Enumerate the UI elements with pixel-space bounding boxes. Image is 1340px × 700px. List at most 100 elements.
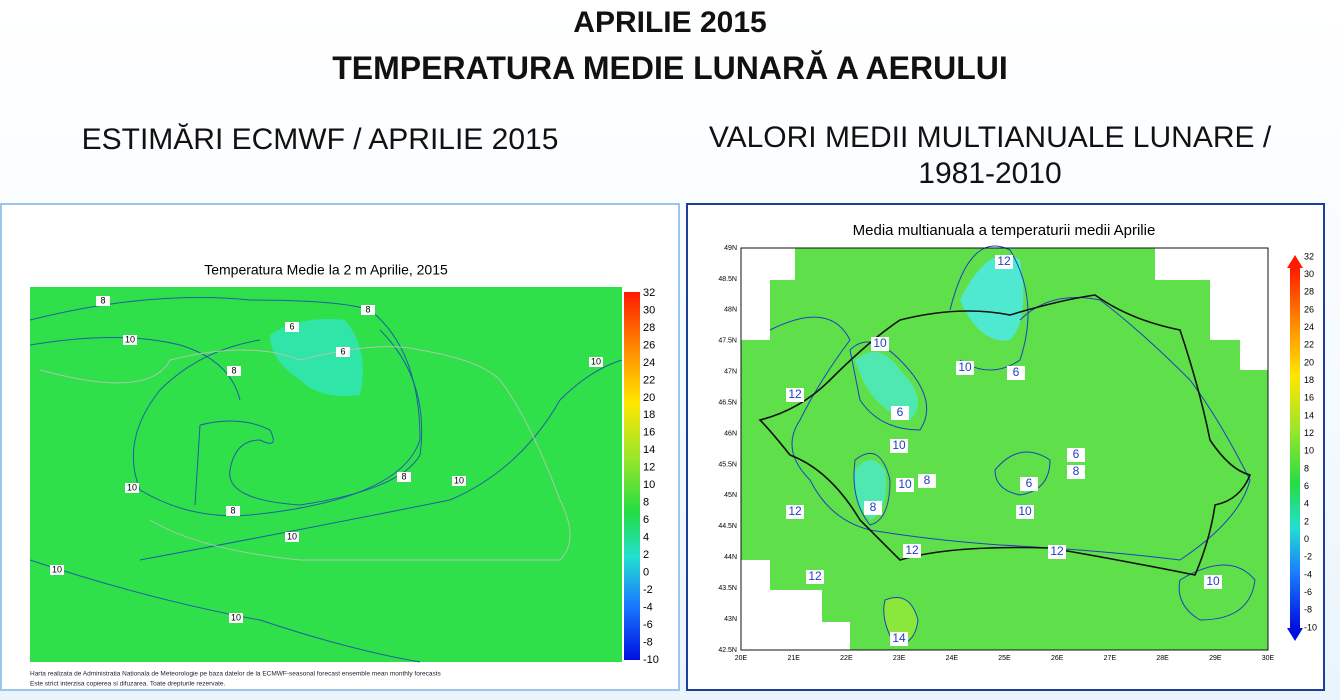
colorbar-label: 14	[643, 444, 655, 456]
contour-label: 10	[1206, 574, 1220, 588]
colorbar-label: 0	[643, 567, 649, 579]
label-bg	[918, 474, 936, 488]
contour-label: 8	[870, 500, 877, 514]
lat-label: 47.5N	[718, 338, 737, 345]
left-heading: ESTIMĂRI ECMWF / APRILIE 2015	[81, 123, 559, 156]
label-bg	[903, 544, 921, 558]
cold-area	[270, 319, 363, 396]
lon-label: 23E	[893, 655, 906, 662]
contour-label: 8	[1073, 464, 1080, 478]
footnote: Harta realizata de Administratia Nationa…	[30, 671, 442, 678]
footnote: Este strict interzisa copierea si difuza…	[30, 681, 226, 688]
lat-label: 43.5N	[718, 585, 737, 592]
lon-label: 21E	[787, 655, 800, 662]
colorbar-label: -6	[643, 619, 653, 631]
lat-label: 45.5N	[718, 461, 737, 468]
label-bg	[786, 505, 804, 519]
colorbar	[624, 292, 640, 660]
label-bg	[956, 361, 974, 375]
map-title: Media multianuala a temperaturii medii A…	[853, 222, 1156, 239]
label-bg	[589, 357, 603, 367]
label-bg	[871, 337, 889, 351]
colorbar-label: 16	[1304, 393, 1314, 403]
contour-label: 8	[924, 473, 931, 487]
colorbar-label: 10	[1304, 446, 1314, 456]
lon-label: 30E	[1262, 655, 1275, 662]
label-bg	[1007, 366, 1025, 380]
colorbar-label: 24	[1304, 322, 1314, 332]
lat-label: 47N	[724, 369, 737, 376]
colorbar-label: -8	[643, 636, 653, 648]
contour-label: 10	[231, 612, 241, 622]
contour-label: 10	[52, 564, 62, 574]
colorbar-label: -4	[643, 601, 653, 613]
contour-label: 10	[454, 475, 464, 485]
colorbar-label: -8	[1304, 605, 1312, 615]
label-bg	[1067, 465, 1085, 479]
colorbar	[1290, 268, 1300, 628]
colorbar-label: 28	[1304, 287, 1314, 297]
colorbar-label: 8	[643, 497, 649, 509]
contour-label: 8	[365, 304, 370, 314]
contour-label: 10	[892, 438, 906, 452]
colorbar-label: 32	[643, 287, 655, 299]
contour-label: 14	[892, 631, 906, 645]
map-title: Temperatura Medie la 2 m Aprilie, 2015	[204, 262, 448, 278]
contour-label: 8	[100, 295, 105, 305]
lon-label: 26E	[1051, 655, 1064, 662]
label-bg	[786, 388, 804, 402]
label-bg	[1016, 505, 1034, 519]
colorbar-label: 20	[1304, 357, 1314, 367]
contour-label: 12	[997, 254, 1011, 268]
heading-line: VALORI MEDII MULTIANUALE LUNARE /	[708, 121, 1272, 154]
colorbar-label: 32	[1304, 251, 1314, 261]
lat-label: 44.5N	[718, 523, 737, 530]
colorbar-label: 24	[643, 357, 655, 369]
label-bg	[890, 439, 908, 453]
colorbar-label: 6	[1304, 481, 1309, 491]
colorbar-label: -6	[1304, 587, 1312, 597]
contour-label: 10	[898, 477, 912, 491]
lat-label: 48.5N	[718, 276, 737, 283]
lat-label: 46N	[724, 430, 737, 437]
label-bg	[890, 632, 908, 646]
contour-label: 6	[1073, 447, 1080, 461]
colorbar-label: 2	[643, 549, 649, 561]
colorbar-label: 0	[1304, 534, 1309, 544]
label-bg	[1020, 477, 1038, 491]
colorbar-label: 26	[1304, 304, 1314, 314]
label-bg	[123, 335, 137, 345]
label-bg	[361, 305, 375, 315]
label-bg	[96, 296, 110, 306]
colorbar-label: -10	[643, 654, 659, 666]
contour-label: 10	[287, 531, 297, 541]
colorbar-label: 20	[643, 392, 655, 404]
colorbar-label: 18	[1304, 375, 1314, 385]
left-map: 32302826242220181614121086420-2-4-6-8-10…	[29, 262, 659, 688]
label-bg	[285, 532, 299, 542]
colorbar-label: 12	[643, 462, 655, 474]
contour-label: 12	[1050, 544, 1064, 558]
title-line: APRILIE 2015	[573, 6, 767, 39]
colorbar-label: -2	[643, 584, 653, 596]
contour-label: 10	[125, 334, 135, 344]
colorbar-label: -2	[1304, 552, 1312, 562]
colorbar-label: 30	[643, 304, 655, 316]
label-bg	[452, 476, 466, 486]
lat-label: 42.5N	[718, 647, 737, 654]
label-bg	[1048, 545, 1066, 559]
lon-label: 25E	[998, 655, 1011, 662]
label-bg	[229, 613, 243, 623]
colorbar-label: -10	[1304, 622, 1317, 632]
lon-label: 24E	[946, 655, 959, 662]
colorbar-label: 8	[1304, 463, 1309, 473]
lat-label: 43N	[724, 616, 737, 623]
colorbar-label: 22	[1304, 340, 1314, 350]
lon-label: 28E	[1156, 655, 1169, 662]
label-bg	[285, 322, 299, 332]
title-line: TEMPERATURA MEDIE LUNARĂ A AERULUI	[332, 50, 1008, 86]
contour-label: 10	[958, 360, 972, 374]
colorbar-label: 16	[643, 427, 655, 439]
